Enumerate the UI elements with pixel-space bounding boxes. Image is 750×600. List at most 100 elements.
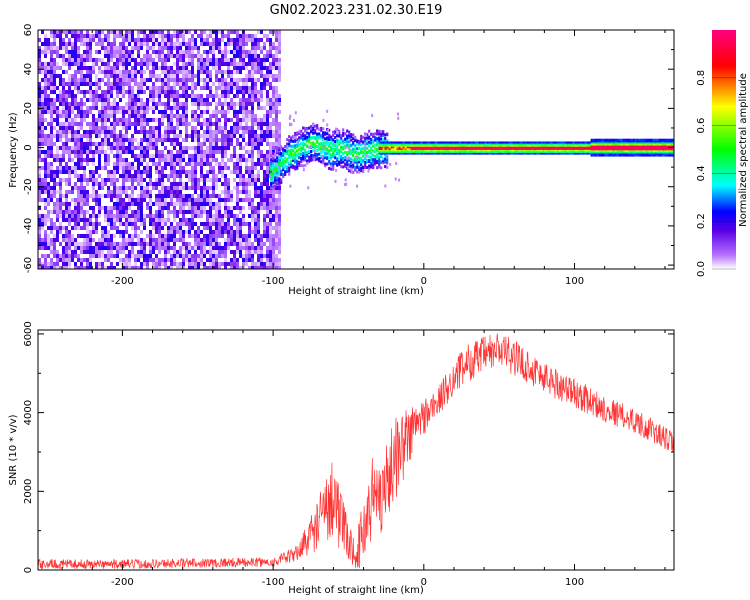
spectrogram-cell	[406, 150, 409, 154]
spectrogram-cell	[215, 130, 218, 134]
spectrogram-cell	[50, 198, 53, 202]
spectrogram-cell	[161, 86, 164, 90]
spectrogram-cell	[155, 186, 158, 190]
spectrogram-cell	[239, 106, 242, 110]
spectrogram-cell	[230, 154, 233, 158]
spectrogram-cell	[242, 54, 245, 58]
spectrogram-cell	[86, 34, 89, 38]
spectrogram-cell	[77, 222, 80, 226]
spectrogram-cell	[242, 30, 245, 34]
spectrogram-cell	[56, 230, 59, 234]
spectrogram-cell	[257, 242, 260, 246]
spectrogram-cell	[77, 110, 80, 114]
spectrogram-cell	[146, 98, 149, 102]
spectrogram-cell	[248, 214, 251, 218]
spectrogram-cell	[134, 210, 137, 214]
spectrogram-cell	[104, 258, 107, 262]
spectrogram-cell	[50, 166, 53, 170]
spectrogram-cell	[326, 162, 329, 166]
spectrogram-cell	[280, 169, 283, 173]
spectrogram-cell	[149, 194, 152, 198]
spectrogram-cell	[107, 218, 110, 222]
spectrogram-cell	[173, 78, 176, 82]
spectrogram-cell	[134, 102, 137, 106]
spectrogram-cell	[65, 170, 68, 174]
spectrogram-cell	[266, 250, 269, 254]
spectrogram-cell	[356, 163, 359, 167]
spectrogram-cell	[215, 258, 218, 262]
spectrogram-cell	[300, 160, 303, 164]
spectrogram-cell	[356, 152, 359, 156]
spectrogram-cell	[74, 222, 77, 226]
spectrogram-cell	[74, 98, 77, 102]
spectrogram-cell	[140, 66, 143, 70]
spectrogram-cell	[188, 246, 191, 250]
spectrogram-cell	[233, 254, 236, 258]
spectrogram-cell	[218, 38, 221, 42]
spectrogram-cell	[358, 170, 361, 174]
spectrogram-cell	[242, 222, 245, 226]
spectrogram-cell	[47, 38, 50, 42]
spectrogram-cell	[134, 178, 137, 182]
spectrogram-cell	[412, 143, 415, 146]
spectrogram-cell	[446, 141, 449, 144]
spectrogram-cell	[122, 122, 125, 126]
spectrogram-cell	[167, 38, 170, 42]
spectrogram-cell	[110, 110, 113, 114]
spectrogram-cell	[330, 167, 333, 171]
spectrogram-cell	[140, 222, 143, 226]
spectrogram-cell	[146, 254, 149, 258]
spectrogram-cell	[392, 141, 395, 144]
spectrogram-cell	[59, 38, 62, 42]
spectrogram-cell	[152, 82, 155, 86]
spectrogram-cell	[182, 262, 185, 266]
spectrogram-cell	[161, 170, 164, 174]
spectrogram-cell	[98, 174, 101, 178]
spectrogram-cell	[74, 154, 77, 158]
spectrogram-cell	[95, 198, 98, 202]
spectrogram-cell	[95, 126, 98, 130]
spectrogram-cell	[197, 210, 200, 214]
spectrogram-cell	[272, 159, 275, 163]
spectrogram-cell	[364, 165, 367, 169]
spectrogram-cell	[203, 162, 206, 166]
spectrogram-cell	[480, 150, 483, 154]
spectrogram-cell	[478, 141, 481, 144]
spectrogram-cell	[167, 78, 170, 82]
spectrogram-cell	[260, 130, 263, 134]
spectrogram-cell	[221, 90, 224, 94]
spectrogram-cell	[257, 142, 260, 146]
spectrogram-cell	[80, 162, 83, 166]
spectrogram-cell	[113, 182, 116, 186]
spectrogram-cell	[224, 114, 227, 118]
spectrogram-cell	[218, 118, 221, 122]
spectrogram-cell	[74, 46, 77, 50]
spectrogram-cell	[68, 122, 71, 126]
spectrogram-cell	[158, 74, 161, 78]
spectrogram-cell	[122, 90, 125, 94]
spectrogram-cell	[378, 155, 381, 159]
spectrogram-cell	[80, 74, 83, 78]
spectrogram-cell	[44, 118, 47, 122]
spectrogram-cell	[366, 158, 369, 162]
spectrogram-cell	[110, 174, 113, 178]
spectrogram-cell	[119, 194, 122, 198]
spectrogram-cell	[251, 214, 254, 218]
spectrogram-cell	[89, 126, 92, 130]
spectrogram-cell	[426, 144, 429, 147]
spectrogram-cell	[173, 34, 176, 38]
spectrogram-cell	[110, 114, 113, 118]
spectrogram-cell	[245, 234, 248, 238]
spectrogram-cell	[242, 58, 245, 62]
spectrogram-cell	[71, 62, 74, 66]
spectrogram-cell	[68, 154, 71, 158]
spectrogram-cell	[224, 146, 227, 150]
spectrogram-cell	[209, 206, 212, 210]
spectrogram-cell	[80, 214, 83, 218]
spectrogram-cell	[128, 106, 131, 110]
spectrogram-cell	[98, 114, 101, 118]
spectrogram-cell	[464, 146, 467, 149]
spectrogram-cell	[298, 139, 301, 143]
spectrogram-cell	[38, 246, 41, 250]
spectrogram-cell	[62, 82, 65, 86]
